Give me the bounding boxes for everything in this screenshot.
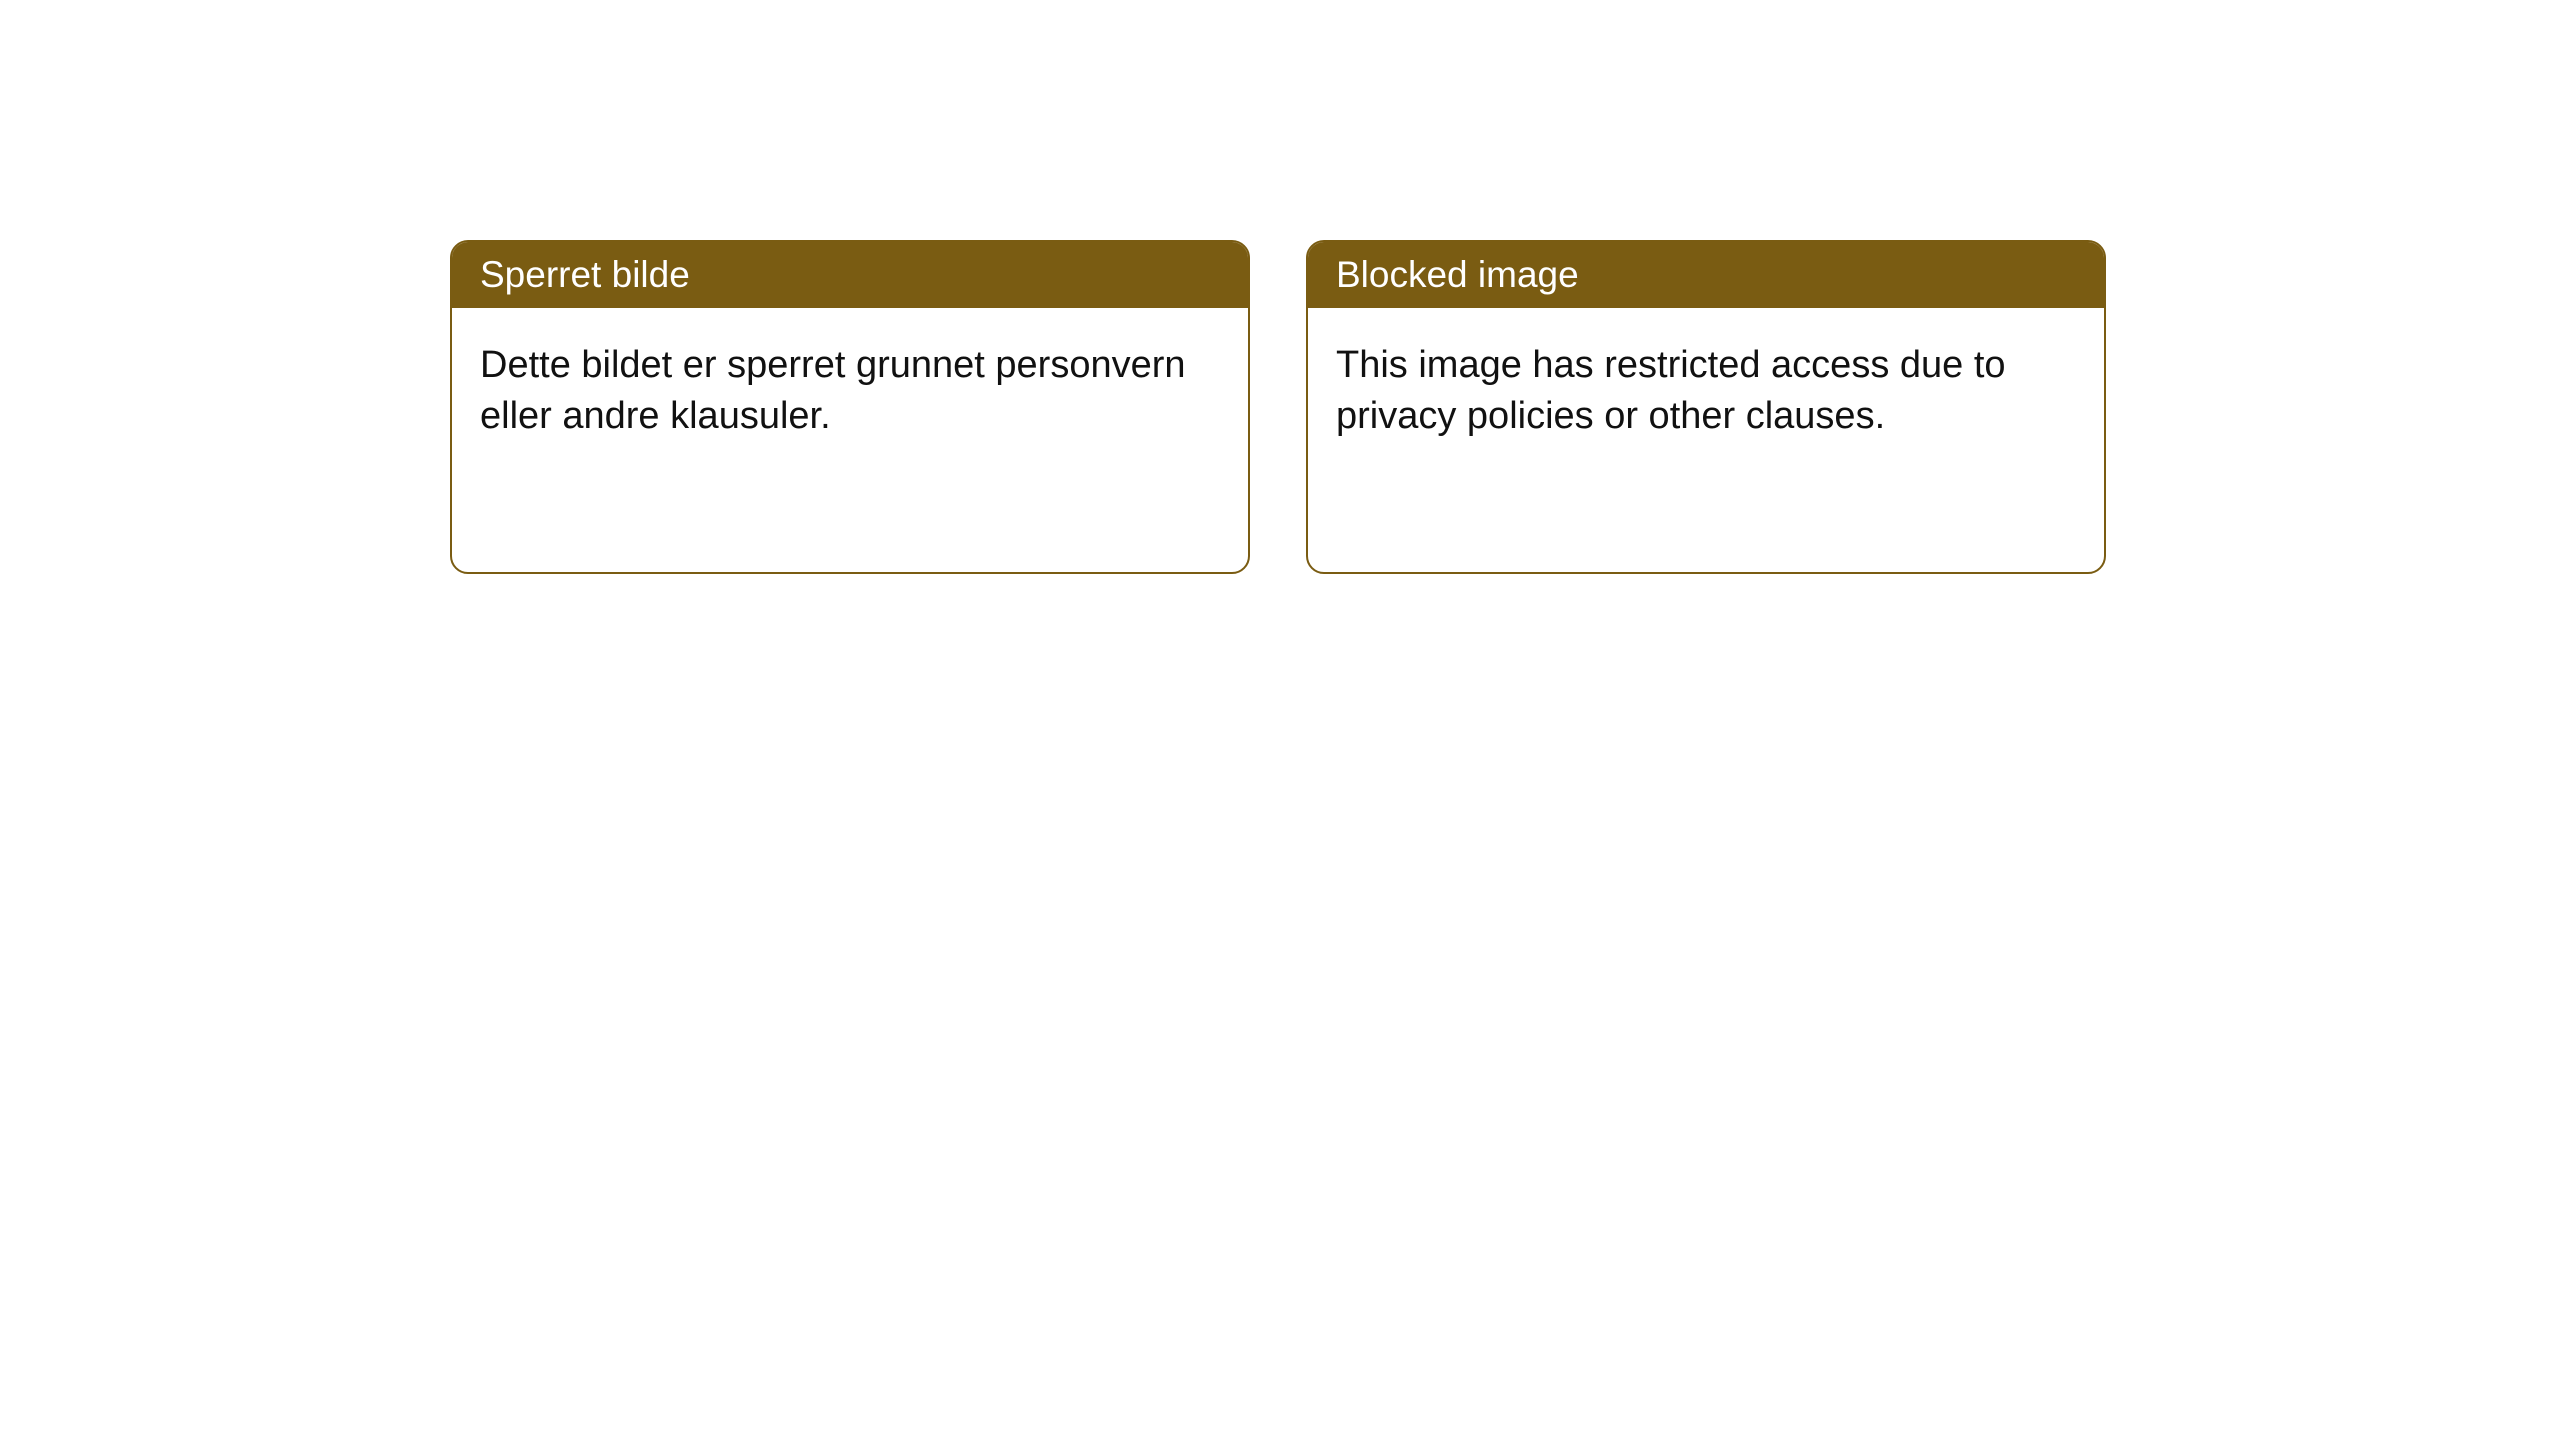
notice-title: Blocked image xyxy=(1308,242,2104,308)
notice-card-norwegian: Sperret bilde Dette bildet er sperret gr… xyxy=(450,240,1250,574)
notice-container: Sperret bilde Dette bildet er sperret gr… xyxy=(0,0,2560,574)
notice-body: This image has restricted access due to … xyxy=(1308,308,2104,475)
notice-card-english: Blocked image This image has restricted … xyxy=(1306,240,2106,574)
notice-title: Sperret bilde xyxy=(452,242,1248,308)
notice-body: Dette bildet er sperret grunnet personve… xyxy=(452,308,1248,475)
